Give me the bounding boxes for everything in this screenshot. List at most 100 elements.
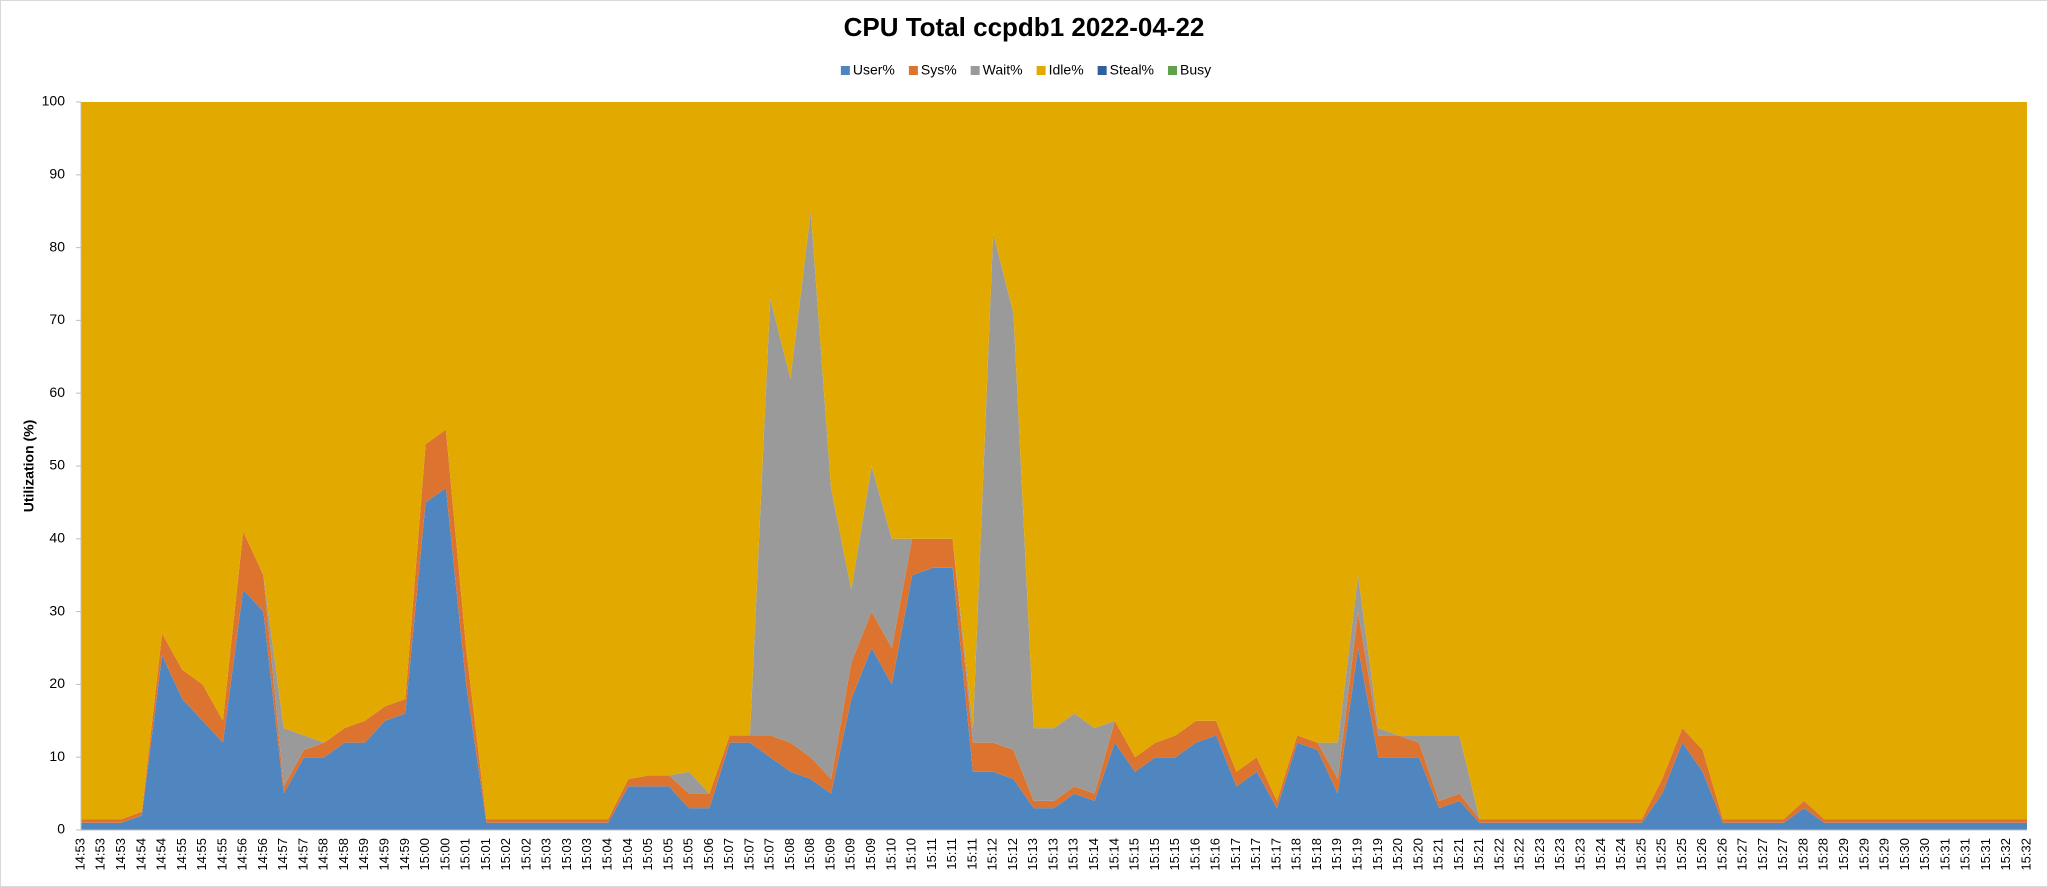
x-tick-label: 15:03 [579,838,594,871]
x-tick-label: 15:06 [701,838,716,871]
legend-label: User% [853,62,895,78]
x-tick-label: 14:54 [154,838,169,871]
x-tick-label: 15:08 [782,838,797,871]
x-tick-label: 15:18 [1289,838,1304,871]
x-tick-label: 15:20 [1390,838,1405,871]
x-tick-label: 15:32 [2018,838,2033,871]
y-tick-label: 0 [57,821,65,837]
legend-item: Idle% [1036,62,1084,78]
x-tick-label: 15:30 [1917,838,1932,871]
x-tick-label: 15:05 [681,838,696,871]
x-tick-label: 15:26 [1694,838,1709,871]
legend: User% Sys% Wait% Idle% Steal% Busy [840,62,1211,78]
x-tick-label: 15:03 [559,838,574,871]
legend-swatch [1168,66,1178,75]
x-tick-label: 14:58 [336,838,351,871]
x-tick-label: 15:13 [1066,838,1081,871]
x-tick-label: 15:21 [1431,838,1446,871]
y-tick-label: 50 [49,457,65,473]
x-tick-label: 15:29 [1877,838,1892,871]
x-tick-label: 15:28 [1795,838,1810,871]
legend-swatch [840,66,850,75]
x-tick-label: 15:14 [1086,838,1101,871]
x-tick-label: 15:07 [721,838,736,871]
x-tick-label: 15:11 [964,838,979,870]
x-tick-label: 15:20 [1410,838,1425,871]
x-tick-label: 15:16 [1208,838,1223,871]
x-tick-label: 15:12 [1005,838,1020,871]
x-tick-label: 14:59 [377,838,392,871]
x-tick-label: 15:28 [1816,838,1831,871]
x-tick-label: 15:11 [924,838,939,870]
x-tick-label: 15:21 [1451,838,1466,871]
x-tick-label: 15:18 [1309,838,1324,871]
x-tick-label: 15:05 [660,838,675,871]
x-tick-label: 15:05 [640,838,655,871]
x-tick-label: 15:21 [1471,838,1486,871]
x-tick-label: 15:14 [1106,838,1121,871]
x-tick-label: 14:55 [174,838,189,871]
legend-item: User% [840,62,895,78]
y-axis-label: Utilization (%) [21,420,37,513]
legend-label: Idle% [1049,62,1084,78]
x-tick-label: 15:07 [741,838,756,871]
x-tick-label: 15:15 [1147,838,1162,871]
x-tick-label: 14:55 [214,838,229,871]
x-tick-label: 15:02 [518,838,533,871]
legend-item: Sys% [908,62,957,78]
x-tick-label: 15:02 [498,838,513,871]
y-tick-label: 40 [49,530,65,546]
x-tick-label: 15:27 [1735,838,1750,871]
x-tick-label: 15:03 [539,838,554,871]
x-tick-label: 15:19 [1329,838,1344,871]
y-tick-label: 30 [49,602,65,618]
x-tick-label: 15:17 [1248,838,1263,871]
x-tick-label: 15:23 [1572,838,1587,871]
x-tick-label: 15:15 [1167,838,1182,871]
x-tick-label: 15:16 [1187,838,1202,871]
x-tick-label: 15:32 [1998,838,2013,871]
x-tick-label: 14:58 [316,838,331,871]
x-tick-label: 15:09 [863,838,878,871]
legend-label: Busy [1180,62,1211,78]
x-tick-label: 15:31 [1937,838,1952,871]
x-tick-label: 15:24 [1593,838,1608,871]
x-tick-label: 15:10 [883,838,898,871]
x-tick-label: 14:56 [235,838,250,871]
x-tick-label: 15:31 [1978,838,1993,871]
x-tick-label: 15:25 [1633,838,1648,871]
y-tick-label: 100 [42,93,66,109]
x-tick-label: 15:30 [1897,838,1912,871]
x-tick-label: 14:57 [295,838,310,871]
legend-item: Steal% [1097,62,1154,78]
x-tick-label: 15:07 [762,838,777,871]
legend-swatch [970,66,980,75]
y-tick-label: 10 [49,748,65,764]
x-tick-label: 15:19 [1370,838,1385,871]
x-tick-label: 15:13 [1025,838,1040,871]
x-tick-label: 15:22 [1512,838,1527,871]
x-tick-label: 15:01 [458,838,473,871]
legend-label: Wait% [983,62,1023,78]
x-tick-label: 15:23 [1552,838,1567,871]
legend-label: Sys% [921,62,957,78]
x-tick-label: 15:04 [599,838,614,871]
x-tick-label: 15:29 [1836,838,1851,871]
x-tick-label: 14:53 [72,838,87,871]
x-tick-label: 14:56 [255,838,270,871]
x-tick-label: 15:27 [1755,838,1770,871]
chart-title: CPU Total ccpdb1 2022-04-22 [844,12,1205,42]
x-tick-label: 15:00 [437,838,452,871]
x-tick-label: 15:17 [1268,838,1283,871]
x-tick-label: 14:54 [133,838,148,871]
x-tick-label: 15:24 [1613,838,1628,871]
legend-swatch [908,66,918,75]
y-tick-label: 20 [49,675,65,691]
x-tick-label: 14:59 [397,838,412,871]
legend-item: Wait% [970,62,1023,78]
x-tick-label: 15:12 [985,838,1000,871]
area-series [81,487,2027,830]
x-tick-label: 15:09 [843,838,858,871]
y-tick-label: 80 [49,238,65,254]
